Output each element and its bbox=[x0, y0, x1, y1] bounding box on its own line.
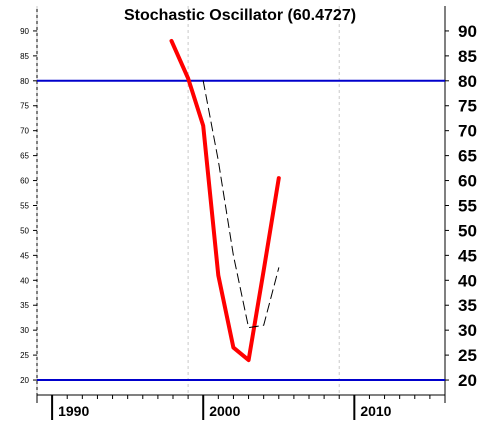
y-tick-label-right-25: 25 bbox=[458, 346, 477, 365]
y-tick-label-left-65: 65 bbox=[20, 152, 29, 161]
y-tick-label-right-70: 70 bbox=[458, 122, 477, 141]
y-tick-label-right-90: 90 bbox=[458, 22, 477, 41]
series-line-dashed bbox=[202, 80, 280, 329]
y-tick-label-left-30: 30 bbox=[20, 326, 29, 335]
y-tick-label-left-90: 90 bbox=[20, 27, 29, 36]
y-tick-label-right-20: 20 bbox=[458, 371, 477, 390]
y-tick-label-left-85: 85 bbox=[20, 52, 29, 61]
y-tick-label-left-80: 80 bbox=[20, 77, 29, 86]
y-tick-label-right-30: 30 bbox=[458, 321, 477, 340]
y-tick-label-right-80: 80 bbox=[458, 72, 477, 91]
y-tick-label-left-60: 60 bbox=[20, 177, 29, 186]
y-tick-label-right-85: 85 bbox=[458, 47, 477, 66]
y-tick-label-right-50: 50 bbox=[458, 221, 477, 240]
y-tick-label-left-20: 20 bbox=[20, 376, 29, 385]
chart-title: Stochastic Oscillator (60.4727) bbox=[124, 7, 356, 24]
y-tick-label-right-35: 35 bbox=[458, 296, 477, 315]
series-line-solid bbox=[169, 38, 281, 363]
y-tick-label-right-60: 60 bbox=[458, 172, 477, 191]
y-tick-label-right-45: 45 bbox=[458, 246, 477, 265]
y-tick-label-left-40: 40 bbox=[20, 276, 29, 285]
y-tick-label-left-55: 55 bbox=[20, 201, 29, 210]
x-tick-label-1990: 1990 bbox=[58, 403, 89, 419]
y-tick-label-left-50: 50 bbox=[20, 226, 29, 235]
x-tick-label-2010: 2010 bbox=[360, 403, 391, 419]
y-tick-label-left-45: 45 bbox=[20, 251, 29, 260]
y-tick-label-left-35: 35 bbox=[20, 301, 29, 310]
y-tick-label-right-65: 65 bbox=[458, 147, 477, 166]
y-tick-label-right-75: 75 bbox=[458, 97, 477, 116]
y-tick-label-left-25: 25 bbox=[20, 351, 29, 360]
x-tick-label-2000: 2000 bbox=[209, 403, 240, 419]
y-tick-label-left-75: 75 bbox=[20, 102, 29, 111]
y-tick-label-right-55: 55 bbox=[458, 196, 477, 215]
y-tick-label-right-40: 40 bbox=[458, 271, 477, 290]
y-tick-label-left-70: 70 bbox=[20, 127, 29, 136]
